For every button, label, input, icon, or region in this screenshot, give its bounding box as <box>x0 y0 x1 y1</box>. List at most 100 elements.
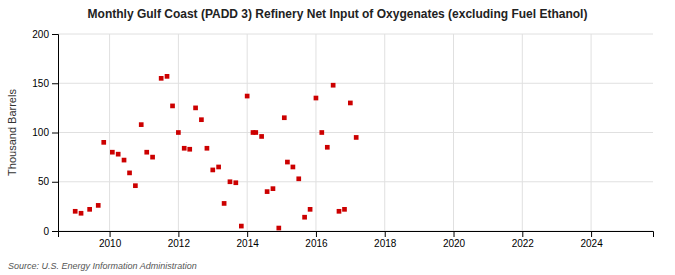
point <box>187 147 192 152</box>
point <box>282 115 287 120</box>
point <box>182 146 187 151</box>
y-axis: 0 50 100 150 200 <box>32 29 58 237</box>
tick: 0 <box>43 226 58 237</box>
point <box>265 189 270 194</box>
tick-label: 2012 <box>168 238 191 249</box>
tick: 150 <box>32 78 58 89</box>
tick: 2012 <box>168 231 191 249</box>
point <box>233 180 238 185</box>
point <box>170 104 175 109</box>
point <box>79 211 84 216</box>
point <box>176 130 181 135</box>
point <box>342 207 347 212</box>
point <box>308 207 313 212</box>
point <box>133 183 138 188</box>
tick-label: 150 <box>32 78 49 89</box>
tick: 2014 <box>237 231 260 249</box>
tick-label: 50 <box>38 176 50 187</box>
point <box>319 130 324 135</box>
tick: 50 <box>38 176 58 187</box>
point <box>144 150 149 155</box>
tick-mark <box>522 231 523 237</box>
tick-label: 100 <box>32 127 49 138</box>
grid-line-y <box>58 181 653 182</box>
tick-label: 2020 <box>443 238 466 249</box>
tick-label: 2018 <box>374 238 397 249</box>
tick: 2024 <box>580 231 603 249</box>
point <box>276 226 281 231</box>
point <box>101 140 106 145</box>
tick: 200 <box>32 29 58 40</box>
point <box>325 145 330 150</box>
point <box>354 135 359 140</box>
tick-label: 200 <box>32 29 49 40</box>
point <box>159 76 164 81</box>
point <box>205 146 210 151</box>
grid-line-y <box>58 83 653 84</box>
point <box>228 179 233 184</box>
point <box>239 224 244 229</box>
point <box>296 176 301 181</box>
tick: 2016 <box>305 231 328 249</box>
source-note: Source: U.S. Energy Information Administ… <box>8 261 197 271</box>
grid <box>58 34 653 231</box>
tick-mark <box>454 231 455 237</box>
tick-mark <box>247 231 248 237</box>
point <box>331 83 336 88</box>
y-axis-title: Thousand Barrels <box>6 89 18 176</box>
axis-line <box>52 35 59 232</box>
point <box>87 207 92 212</box>
point <box>127 171 132 176</box>
point <box>193 106 198 111</box>
point <box>73 209 78 214</box>
tick: 2020 <box>443 231 466 249</box>
point <box>271 186 276 191</box>
point <box>110 150 115 155</box>
point <box>245 94 250 99</box>
tick-mark <box>52 34 58 35</box>
tick-label: 2014 <box>237 238 260 249</box>
tick-mark <box>178 231 179 237</box>
tick-mark <box>591 231 592 237</box>
tick-label: 2016 <box>305 238 328 249</box>
tick: 2010 <box>99 231 122 249</box>
tick-label: 0 <box>43 226 49 237</box>
point <box>302 215 307 220</box>
tick-label: 2024 <box>580 238 603 249</box>
tick-label: 2022 <box>512 238 535 249</box>
tick-mark <box>52 133 58 134</box>
point <box>222 201 227 206</box>
point <box>139 122 144 127</box>
axis-line <box>59 232 654 238</box>
point <box>253 130 258 135</box>
point <box>285 160 290 165</box>
tick-mark <box>52 231 58 232</box>
tick-mark <box>110 231 111 237</box>
tick-mark <box>316 231 317 237</box>
point <box>199 117 204 122</box>
point <box>210 168 215 173</box>
point <box>348 101 353 106</box>
point <box>150 155 155 160</box>
tick: 2018 <box>374 231 397 249</box>
tick-mark <box>385 231 386 237</box>
point <box>116 152 121 157</box>
tick: 2022 <box>512 231 535 249</box>
tick: 100 <box>32 127 58 138</box>
chart: 2010 2012 2014 2016 2018 2020 2022 2024 0 50 100 15… <box>0 0 675 275</box>
points <box>73 74 359 230</box>
grid-line-y <box>58 132 653 133</box>
point <box>122 158 127 163</box>
point <box>96 203 101 208</box>
point <box>291 165 296 170</box>
x-axis: 2010 2012 2014 2016 2018 2020 2022 2024 <box>59 231 654 249</box>
title: Monthly Gulf Coast (PADD 3) Refinery Net… <box>88 7 588 21</box>
tick-mark <box>52 182 58 183</box>
grid-line-y <box>58 34 653 35</box>
point <box>337 209 342 214</box>
point <box>259 134 264 139</box>
point <box>314 96 319 101</box>
point <box>216 165 221 170</box>
tick-mark <box>52 83 58 84</box>
point <box>165 74 170 79</box>
